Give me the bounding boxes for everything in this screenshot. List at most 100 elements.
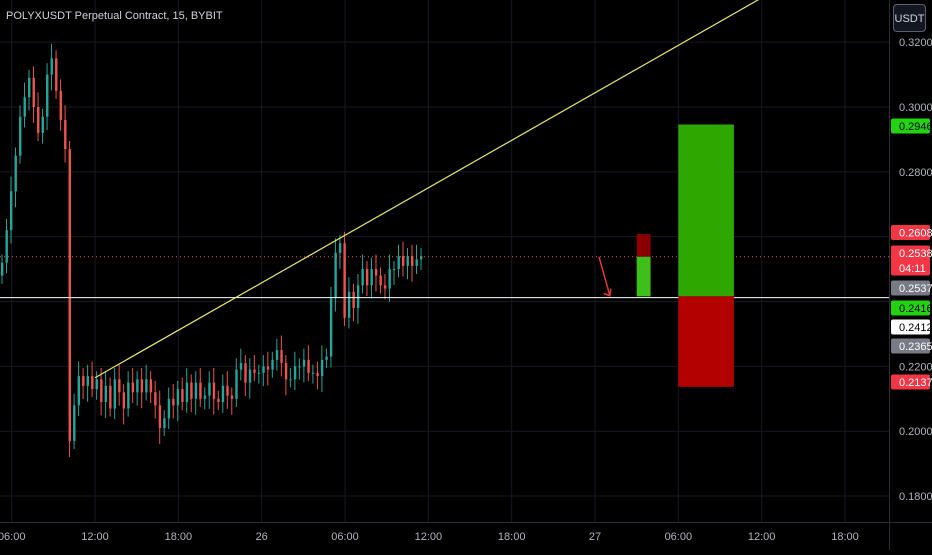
- candle-body: [77, 376, 80, 406]
- time-tick-label: 18:00: [498, 531, 526, 543]
- candle-body: [203, 395, 207, 399]
- candle-body: [1, 262, 4, 276]
- arrow-head: [603, 288, 612, 297]
- candle-body: [68, 149, 71, 441]
- candle-body: [41, 116, 44, 133]
- candle-body: [91, 376, 94, 390]
- candle-body: [361, 269, 364, 286]
- candle-body: [356, 285, 360, 309]
- time-tick-label: 18:00: [831, 531, 859, 543]
- candle-body: [257, 372, 261, 374]
- price-tag-value: 0.2412: [899, 322, 932, 334]
- candle-body: [307, 359, 310, 373]
- candle-body: [23, 97, 26, 117]
- candle-body: [253, 369, 256, 373]
- candle-body: [46, 74, 49, 117]
- candle-body: [379, 275, 382, 286]
- candle-body: [19, 116, 22, 156]
- candle-body: [95, 379, 99, 390]
- price-tick-label: 0.2000: [899, 426, 932, 438]
- candle-body: [316, 372, 319, 377]
- candle-body: [127, 382, 130, 409]
- candle-body: [420, 256, 423, 260]
- candle-body: [176, 389, 180, 406]
- candle-body: [298, 366, 301, 368]
- candle-body: [338, 243, 342, 253]
- candle-body: [28, 77, 31, 98]
- candle-body: [32, 77, 35, 107]
- candle-body: [208, 382, 211, 396]
- candle-body: [311, 372, 315, 374]
- candle-body: [347, 291, 351, 318]
- candle-body: [293, 366, 297, 380]
- candle-body: [122, 392, 126, 409]
- price-tag: [891, 118, 930, 134]
- candle-body: [325, 356, 328, 360]
- candle-body: [226, 385, 229, 396]
- candle-body: [131, 382, 135, 393]
- candle-body: [154, 392, 157, 406]
- candle-body: [185, 382, 189, 403]
- price-tag-value: 0.2946: [899, 121, 932, 133]
- candle-body: [275, 350, 279, 360]
- time-tick-label: 12:00: [81, 531, 109, 543]
- candle-body: [100, 379, 103, 403]
- price-tag-value: 0.2365: [899, 341, 932, 353]
- candle-body: [244, 363, 247, 383]
- time-tick-label: 12:00: [748, 531, 776, 543]
- candle-body: [352, 291, 355, 309]
- price-tag-value: 0.2608: [899, 228, 932, 240]
- price-tag: [891, 280, 930, 296]
- candle-body: [334, 252, 337, 299]
- candle-body: [73, 405, 76, 441]
- chart-title: POLYXUSDT Perpetual Contract, 15, BYBIT: [6, 10, 223, 22]
- currency-button[interactable]: USDT: [893, 4, 926, 32]
- candle-body: [406, 256, 409, 266]
- time-tick-label: 06:00: [0, 531, 25, 543]
- position-stop-zone: [678, 296, 734, 387]
- candle-body: [248, 369, 252, 383]
- candle-body: [302, 359, 306, 367]
- position-target-zone: [636, 256, 651, 297]
- candle-body: [320, 359, 324, 377]
- candle-body: [50, 58, 53, 75]
- candle-body: [289, 379, 292, 381]
- trendline: [94, 0, 760, 379]
- candle-body: [118, 379, 121, 393]
- candle-body: [370, 269, 373, 286]
- candle-body: [82, 376, 85, 386]
- candle-body: [181, 389, 184, 403]
- price-tick-label: 0.1800: [899, 491, 932, 503]
- candle-body: [113, 379, 117, 409]
- candle-body: [280, 350, 283, 364]
- candle-body: [401, 256, 405, 266]
- candle-body: [415, 259, 418, 266]
- candle-body: [383, 285, 387, 289]
- time-tick-label: 26: [256, 531, 268, 543]
- candle-body: [343, 243, 346, 318]
- candle-body: [37, 106, 40, 133]
- candle-body: [199, 382, 202, 399]
- candle-body: [158, 405, 162, 428]
- candle-body: [145, 379, 148, 393]
- candle-body: [163, 418, 166, 428]
- candle-body: [167, 398, 171, 419]
- arrow-shaft: [598, 256, 611, 296]
- candle-body: [59, 90, 62, 120]
- price-tag: [891, 245, 930, 276]
- price-tag-value: 0.2416: [899, 303, 932, 315]
- candle-body: [235, 369, 238, 399]
- price-tag-value: 0.2537: [899, 283, 932, 295]
- candle-body: [172, 398, 175, 406]
- candle-body: [329, 298, 333, 357]
- time-tick-label: 06:00: [665, 531, 693, 543]
- candle-body: [104, 385, 108, 403]
- time-tick-label: 27: [589, 531, 601, 543]
- price-tag: [891, 300, 930, 316]
- candle-body: [374, 269, 378, 276]
- price-tag: [891, 225, 930, 240]
- time-tick-label: 06:00: [331, 531, 359, 543]
